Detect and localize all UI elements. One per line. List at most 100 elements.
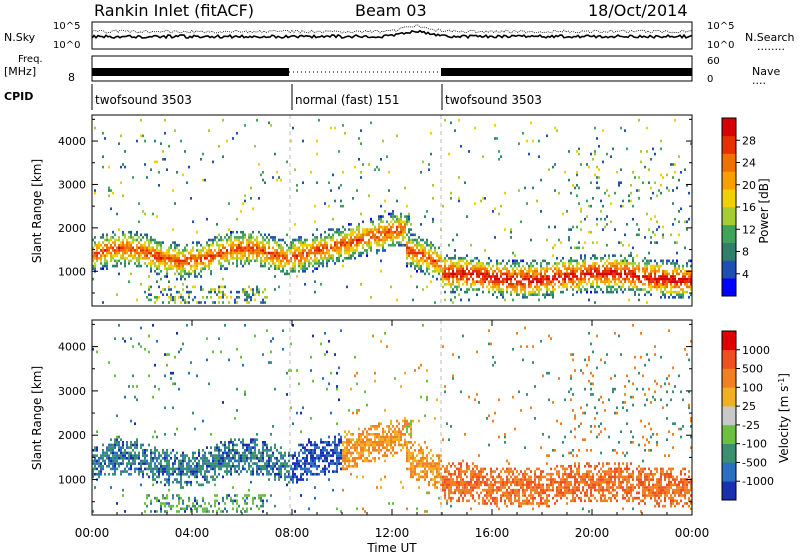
rti-cell [306,478,308,481]
rti-cell [674,217,676,221]
rti-cell [404,443,406,447]
rti-cell [474,264,476,268]
rti-cell [186,472,188,476]
rti-cell [664,293,666,297]
rti-cell [312,243,314,247]
rti-cell [244,298,246,302]
rti-cell [568,178,570,182]
rti-cell [560,275,562,278]
rti-cell [580,282,582,286]
rti-cell [240,459,242,463]
rti-cell [620,126,622,130]
rti-cell [370,451,372,455]
rti-cell [564,170,566,174]
rti-cell [324,246,326,250]
rti-cell [402,425,404,428]
rti-cell [146,238,148,242]
rti-cell [372,433,374,436]
rti-cell [536,285,538,289]
rti-cell [268,233,270,237]
rti-cell [138,462,140,465]
rti-cell [402,446,404,449]
rti-cell [396,419,398,423]
rti-cell [244,454,246,457]
rti-cell [614,277,616,281]
rti-cell [638,277,640,281]
rti-cell [506,277,508,281]
rti-cell [186,454,188,457]
rti-cell [264,494,266,497]
rti-cell [408,215,410,218]
rti-cell [156,259,158,263]
rti-cell [184,254,186,257]
rti-cell [386,238,388,242]
rti-cell [422,246,424,250]
rti-cell [522,285,524,289]
rti-cell [132,456,134,460]
rti-cell [408,249,410,252]
rti-cell [576,150,578,153]
rti-cell [256,433,258,436]
rti-cell [274,236,276,239]
rti-cell [452,272,454,276]
rti-cell [646,264,648,268]
rti-cell [346,433,348,436]
rti-cell [188,496,190,500]
rti-cell [312,462,314,465]
rti-cell [274,251,276,255]
rti-cell [386,233,388,237]
rti-cell [668,189,670,192]
rti-cell [112,241,114,244]
rti-cell [330,448,332,452]
sky-noise-trace [91,29,693,40]
rti-cell [356,475,358,479]
rti-cell [458,277,460,281]
rti-cell [236,443,238,447]
rti-cell [460,275,462,278]
rti-cell [634,290,636,294]
rti-cell [134,395,136,399]
rti-cell [652,267,654,270]
rti-cell [648,280,650,283]
rti-cell [196,480,198,484]
rti-cell [262,259,264,263]
power-colorbar-label: Power [dB] [757,178,771,243]
rti-cell [598,272,600,276]
rti-cell [588,298,590,302]
rti-cell [256,464,258,468]
rti-cell [142,454,144,457]
rti-cell [642,269,644,273]
rti-cell [550,293,552,297]
rti-cell [362,438,364,441]
rti-cell [228,262,230,265]
rti-cell [122,194,124,198]
rti-cell [340,329,342,332]
rti-cell [564,262,566,265]
rti-cell [304,264,306,268]
rti-cell [94,472,96,476]
rti-cell [226,472,228,476]
rti-cell [148,350,150,354]
rti-cell [278,467,280,471]
rti-cell [536,199,538,203]
rti-cell [352,254,354,257]
rti-cell [206,510,208,513]
rti-cell [430,262,432,265]
rti-cell [380,269,382,273]
rti-cell [112,446,114,449]
rti-cell [554,225,556,229]
rti-cell [664,277,666,281]
rti-cell [466,275,468,278]
rti-cell [140,238,142,242]
rti-cell [216,446,218,449]
rti-cell [690,277,692,281]
rti-cell [594,301,596,304]
rti-cell [626,223,628,226]
rti-cell [290,342,292,346]
rti-cell [344,456,346,460]
rti-cell [148,241,150,244]
rti-cell [286,262,288,265]
rti-cell [468,269,470,273]
rti-cell [260,173,262,177]
rti-cell [568,275,570,278]
